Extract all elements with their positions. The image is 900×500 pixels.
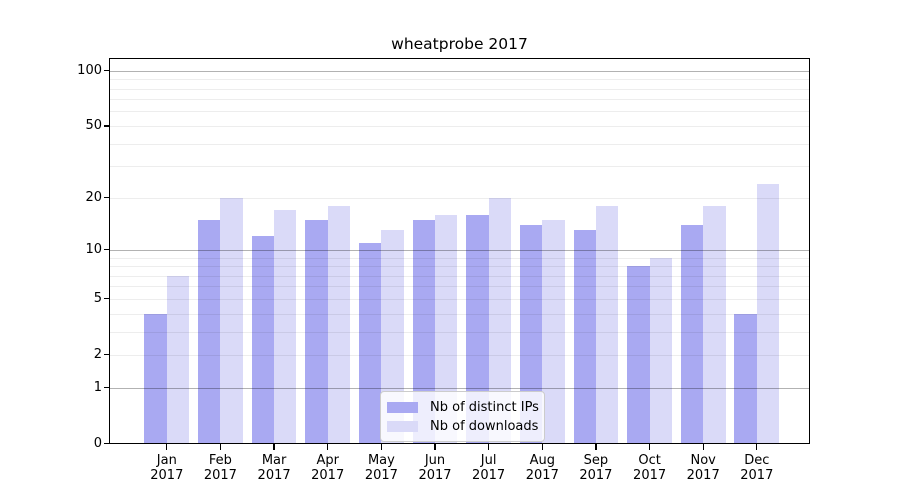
y-tick-5 [103, 298, 110, 300]
bar-downloads-aug [542, 219, 565, 444]
bar-ips-may [359, 242, 382, 444]
bar-downloads-oct [649, 257, 672, 444]
gridline-1 [110, 387, 809, 389]
gridline-5 [110, 298, 809, 300]
bar-ips-mar [251, 236, 275, 444]
y-tick-100 [103, 70, 110, 72]
y-tick-label-10: 10 [85, 242, 102, 258]
legend-entry-downloads: Nb of downloads [387, 417, 538, 436]
x-tick-aug [541, 443, 543, 450]
x-tick-may [380, 443, 383, 450]
y-tick-label-0: 0 [93, 436, 102, 451]
x-tick-label-jul: Jul 2017 [472, 452, 506, 484]
gridline-70 [110, 99, 809, 101]
x-tick-mar [273, 443, 275, 450]
y-tick-1 [103, 386, 110, 389]
bar-ips-oct [627, 266, 650, 444]
bar-downloads-may [381, 230, 404, 444]
gridline-20 [110, 197, 809, 199]
x-tick-label-aug: Aug 2017 [525, 452, 559, 484]
bar-ips-jan [144, 313, 167, 444]
bar-ips-jul [466, 214, 489, 444]
gridline-9 [110, 257, 809, 259]
x-tick-oct [648, 443, 651, 450]
y-tick-label-5: 5 [93, 291, 102, 307]
x-tick-apr [327, 443, 329, 450]
bar-ips-jun [412, 219, 435, 444]
gridline-2 [110, 354, 809, 356]
legend: Nb of distinct IPs Nb of downloads [380, 390, 545, 442]
x-tick-dec [756, 443, 758, 450]
x-tick-jun [434, 443, 436, 450]
gridline-7 [110, 275, 809, 277]
bar-ips-dec [734, 313, 757, 444]
x-tick-nov [702, 443, 704, 450]
x-tick-label-jun: Jun 2017 [418, 452, 452, 484]
y-tick-50 [103, 125, 110, 127]
gridline-10 [110, 249, 809, 251]
x-tick-label-may: May 2017 [364, 452, 398, 484]
chart-title: wheatprobe 2017 [391, 35, 528, 53]
gridline-60 [110, 111, 809, 113]
bar-downloads-mar [274, 210, 297, 444]
x-tick-jan [166, 443, 168, 450]
gridline-30 [110, 166, 809, 168]
legend-swatch-distinct-ips [387, 401, 418, 413]
x-tick-sep [595, 443, 597, 450]
gridline-8 [110, 266, 809, 267]
gridline-3 [110, 331, 809, 333]
x-tick-label-feb: Feb 2017 [203, 452, 237, 484]
bar-ips-apr [305, 219, 328, 444]
y-tick-10 [103, 249, 110, 251]
bar-ips-nov [680, 224, 704, 444]
y-tick-label-2: 2 [93, 347, 102, 363]
bar-downloads-dec [756, 183, 780, 444]
x-tick-jul [487, 443, 490, 450]
y-tick-label-100: 100 [77, 63, 102, 79]
gridline-50 [110, 125, 809, 127]
gridline-4 [110, 313, 809, 315]
bar-downloads-nov [703, 205, 726, 444]
x-tick-label-jan: Jan 2017 [150, 452, 184, 484]
bar-downloads-jan [166, 275, 190, 444]
x-tick-label-dec: Dec 2017 [740, 452, 774, 484]
gridline-90 [110, 79, 809, 81]
bar-ips-feb [198, 219, 221, 444]
y-tick-20 [103, 196, 110, 199]
legend-entry-distinct-ips: Nb of distinct IPs [387, 398, 539, 417]
legend-label-distinct-ips: Nb of distinct IPs [430, 399, 539, 415]
bar-downloads-sep [595, 205, 619, 444]
y-tick-label-50: 50 [85, 118, 102, 134]
gridline-6 [110, 286, 809, 288]
legend-label-downloads: Nb of downloads [430, 418, 539, 434]
bar-ips-sep [573, 230, 596, 444]
y-tick-2 [103, 354, 110, 356]
x-tick-feb [219, 443, 222, 450]
y-tick-label-20: 20 [85, 190, 102, 206]
gridline-40 [110, 143, 809, 145]
bar-downloads-apr [327, 205, 351, 444]
bar-downloads-jul [488, 197, 511, 444]
x-tick-label-mar: Mar 2017 [257, 452, 291, 484]
gridline-100 [110, 70, 809, 72]
bar-ips-aug [519, 224, 543, 444]
x-tick-label-apr: Apr 2017 [311, 452, 345, 484]
x-tick-label-sep: Sep 2017 [579, 452, 613, 484]
legend-swatch-downloads [387, 420, 418, 432]
y-tick-0 [103, 442, 110, 445]
x-tick-label-nov: Nov 2017 [686, 452, 720, 484]
y-tick-label-1: 1 [93, 380, 102, 395]
x-tick-label-oct: Oct 2017 [633, 452, 667, 484]
bar-downloads-feb [220, 197, 243, 444]
gridline-80 [110, 88, 809, 90]
bar-downloads-jun [435, 214, 458, 444]
